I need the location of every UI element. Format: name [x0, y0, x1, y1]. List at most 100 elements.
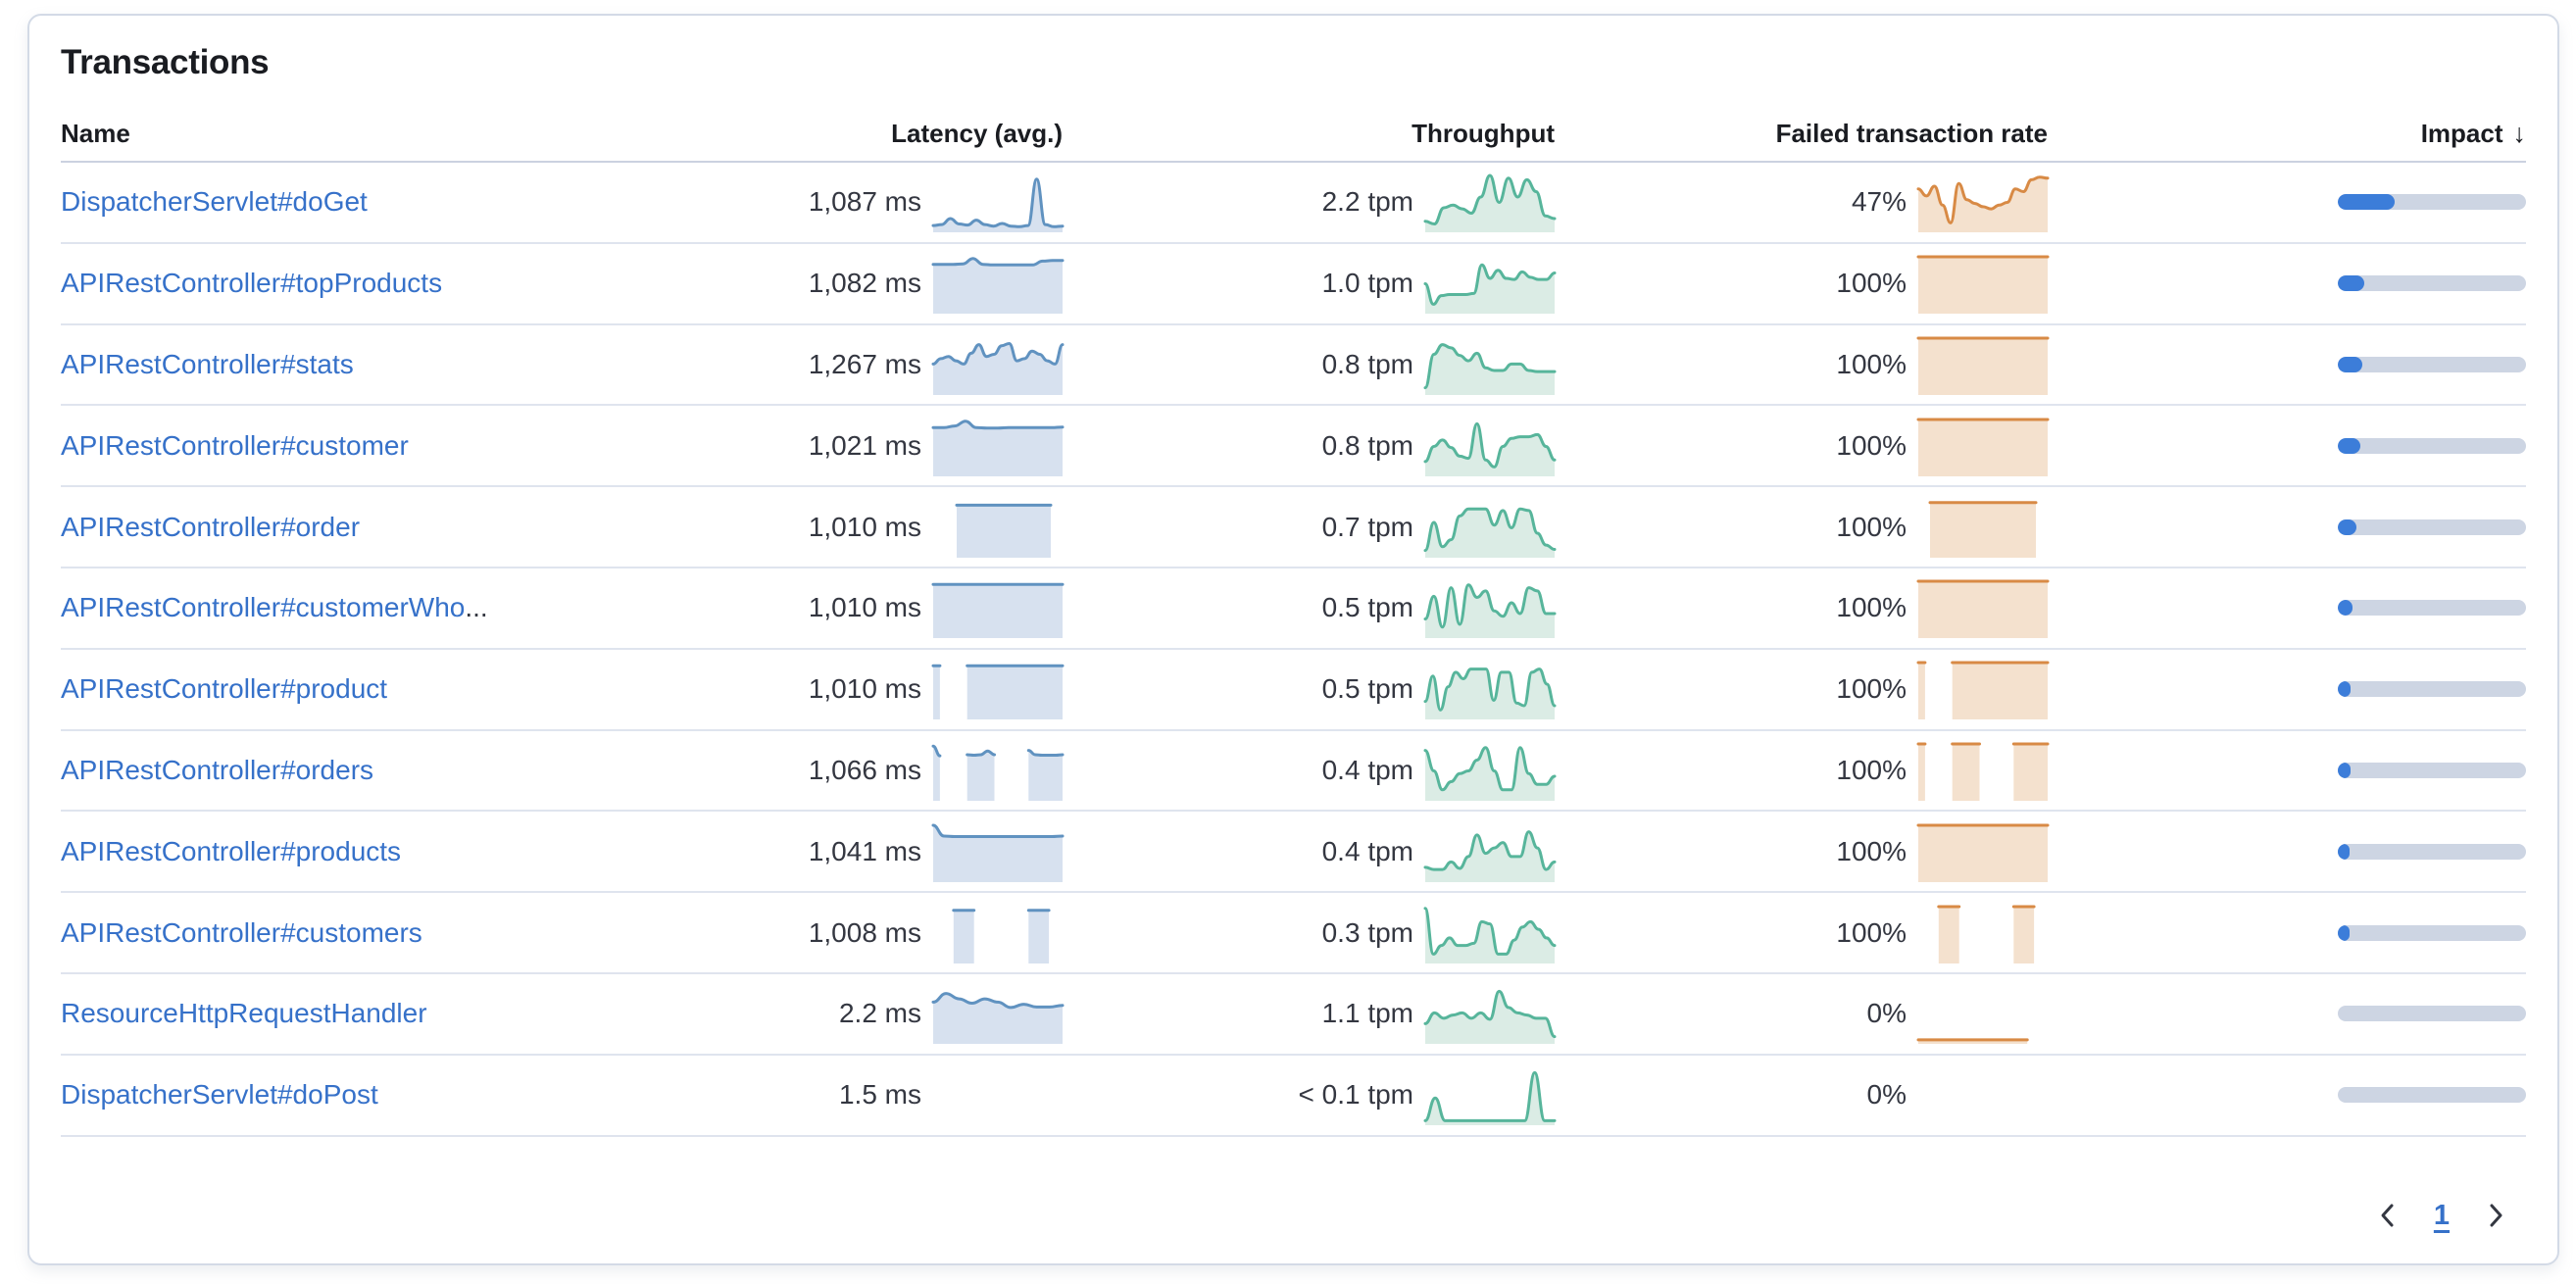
name-cell: DispatcherServlet#doPost: [61, 1079, 631, 1111]
throughput-sparkline: [1423, 577, 1557, 639]
throughput-value: 0.4 tpm: [1321, 754, 1413, 785]
failed-rate-cell: 47%: [1555, 172, 2050, 233]
column-header-latency[interactable]: Latency (avg.): [891, 118, 1063, 148]
throughput-value: 0.7 tpm: [1321, 511, 1413, 542]
name-cell: APIRestController#product: [61, 673, 631, 705]
failed-rate-cell: 100%: [1555, 253, 2050, 315]
latency-cell: 1,010 ms: [631, 497, 1063, 558]
latency-cell: 1,008 ms: [631, 903, 1063, 963]
failed-rate-cell: 0%: [1555, 983, 2048, 1045]
transaction-name-link[interactable]: APIRestController#products: [61, 835, 402, 866]
column-header-throughput[interactable]: Throughput: [1412, 118, 1555, 148]
impact-cell: [2048, 1087, 2526, 1104]
throughput-cell: < 0.1 tpm: [1063, 1064, 1557, 1126]
throughput-value: 0.4 tpm: [1321, 835, 1413, 866]
latency-value: 1,010 ms: [808, 673, 921, 705]
latency-cell: 1,010 ms: [631, 659, 1065, 720]
name-cell: DispatcherServlet#doGet: [61, 186, 631, 218]
chevron-right-icon: [2481, 1204, 2510, 1236]
failed-rate-sparkline: [1918, 497, 2048, 558]
transaction-name-link[interactable]: APIRestController#product: [61, 673, 388, 705]
name-cell: APIRestController#customerWho...: [61, 592, 631, 623]
latency-value: 1,066 ms: [808, 754, 921, 785]
failed-rate-sparkline: [1916, 577, 2050, 639]
impact-bar-track: [2338, 275, 2526, 292]
throughput-cell: 0.7 tpm: [1063, 497, 1557, 558]
latency-sparkline: [931, 416, 1065, 476]
failed-rate-value: 47%: [1851, 186, 1907, 218]
name-cell: APIRestController#order: [61, 512, 631, 543]
latency-cell: 1,267 ms: [631, 334, 1065, 395]
throughput-cell: 1.0 tpm: [1063, 253, 1557, 315]
transaction-name-link[interactable]: ResourceHttpRequestHandler: [61, 998, 427, 1029]
throughput-value: 0.5 tpm: [1321, 673, 1413, 705]
latency-value: 1,082 ms: [808, 268, 921, 299]
throughput-value: 0.8 tpm: [1321, 429, 1413, 461]
latency-sparkline: [931, 253, 1065, 315]
throughput-sparkline: [1423, 983, 1557, 1045]
next-page-button[interactable]: [2475, 1194, 2516, 1237]
failed-rate-cell: 100%: [1555, 821, 2050, 882]
failed-rate-cell: 100%: [1555, 659, 2050, 720]
transaction-name-link[interactable]: APIRestController#customerWho: [61, 592, 466, 623]
throughput-value: < 0.1 tpm: [1298, 1079, 1413, 1111]
failed-rate-value: 100%: [1836, 429, 1907, 461]
impact-bar-fill: [2338, 519, 2357, 535]
previous-page-button[interactable]: [2367, 1194, 2408, 1237]
impact-bar-fill: [2338, 275, 2364, 292]
throughput-cell: 1.1 tpm: [1063, 983, 1557, 1045]
impact-bar-fill: [2338, 762, 2352, 778]
chevron-left-icon: [2373, 1204, 2403, 1236]
throughput-cell: 0.5 tpm: [1063, 577, 1557, 639]
table-row: APIRestController#customerWho... 1,010 m…: [61, 568, 2526, 650]
failed-rate-value: 100%: [1836, 916, 1907, 948]
latency-cell: 1,021 ms: [631, 416, 1065, 476]
impact-bar-fill: [2338, 600, 2353, 617]
transaction-name-link[interactable]: DispatcherServlet#doGet: [61, 186, 368, 218]
latency-value: 1,087 ms: [808, 186, 921, 218]
failed-rate-sparkline: [1916, 740, 2050, 801]
table-row: ResourceHttpRequestHandler 2.2 ms 1.1 tp…: [61, 974, 2526, 1056]
failed-rate-value: 0%: [1866, 1079, 1907, 1111]
page-number-current[interactable]: 1: [2433, 1199, 2450, 1231]
panel-title: Transactions: [61, 43, 270, 81]
throughput-value: 2.2 tpm: [1321, 186, 1413, 218]
throughput-cell: 0.8 tpm: [1063, 334, 1557, 395]
throughput-sparkline: [1423, 172, 1557, 233]
throughput-sparkline: [1423, 416, 1557, 476]
throughput-sparkline: [1423, 740, 1557, 801]
throughput-cell: 2.2 tpm: [1063, 172, 1557, 233]
transaction-name-link[interactable]: APIRestController#topProducts: [61, 268, 443, 299]
throughput-value: 0.8 tpm: [1321, 348, 1413, 379]
transaction-name-link[interactable]: DispatcherServlet#doPost: [61, 1079, 378, 1111]
latency-sparkline: [931, 659, 1065, 720]
pagination: 1: [2367, 1193, 2516, 1238]
transaction-name-link[interactable]: APIRestController#orders: [61, 754, 374, 785]
transaction-name-link[interactable]: APIRestController#order: [61, 511, 361, 542]
name-cell: ResourceHttpRequestHandler: [61, 998, 631, 1029]
transaction-name-link[interactable]: APIRestController#stats: [61, 348, 354, 379]
column-header-name[interactable]: Name: [61, 118, 130, 148]
failed-rate-cell: 100%: [1555, 903, 2048, 963]
throughput-sparkline: [1423, 659, 1557, 720]
failed-rate-sparkline: [1916, 983, 2048, 1045]
column-header-failed-rate[interactable]: Failed transaction rate: [1775, 118, 2048, 148]
impact-bar-track: [2338, 600, 2526, 617]
transaction-name-link[interactable]: APIRestController#customers: [61, 916, 422, 948]
impact-cell: [2048, 843, 2526, 860]
latency-value: 2.2 ms: [838, 998, 921, 1029]
column-header-impact[interactable]: Impact ↓: [2048, 119, 2526, 149]
throughput-cell: 0.5 tpm: [1063, 659, 1557, 720]
failed-rate-value: 100%: [1836, 754, 1907, 785]
throughput-sparkline: [1423, 821, 1557, 882]
latency-value: 1.5 ms: [838, 1079, 921, 1111]
throughput-cell: 0.3 tpm: [1063, 903, 1557, 963]
failed-rate-sparkline: [1918, 903, 2048, 963]
throughput-cell: 0.4 tpm: [1063, 740, 1557, 801]
impact-cell: [2048, 356, 2526, 372]
transaction-name-link[interactable]: APIRestController#customer: [61, 429, 409, 461]
throughput-sparkline: [1423, 253, 1557, 315]
impact-cell: [2048, 275, 2526, 292]
latency-sparkline: [933, 1064, 1063, 1125]
throughput-value: 0.5 tpm: [1321, 592, 1413, 623]
